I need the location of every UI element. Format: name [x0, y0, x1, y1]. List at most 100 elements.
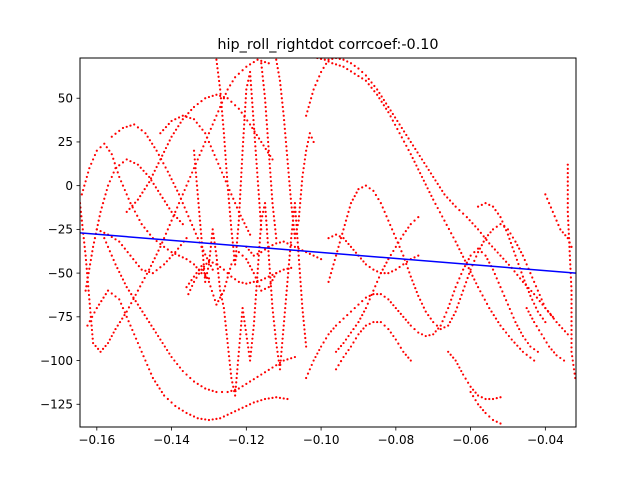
scatter-point: [462, 212, 465, 215]
scatter-point: [463, 265, 467, 268]
scatter-point: [136, 163, 140, 166]
scatter-point: [399, 346, 402, 349]
scatter-point: [283, 315, 286, 318]
scatter-point: [469, 268, 472, 271]
scatter-point: [451, 294, 454, 297]
scatter-point: [251, 126, 254, 130]
scatter-point: [145, 317, 149, 320]
scatter-point: [254, 149, 257, 152]
scatter-point: [485, 302, 489, 305]
scatter-point: [332, 263, 335, 266]
scatter-point: [400, 126, 403, 130]
scatter-point: [84, 254, 87, 257]
scatter-point: [523, 258, 526, 262]
scatter-point: [232, 250, 235, 253]
scatter-point: [497, 281, 500, 284]
scatter-point: [221, 302, 225, 305]
scatter-point: [171, 254, 174, 257]
scatter-point: [273, 324, 276, 327]
scatter-point: [409, 324, 412, 327]
scatter-point: [110, 292, 113, 295]
scatter-point: [298, 206, 301, 209]
scatter-point: [251, 110, 254, 113]
scatter-point: [130, 292, 133, 296]
scatter-point: [215, 62, 219, 66]
scatter-point: [310, 136, 313, 139]
scatter-point: [268, 267, 271, 270]
scatter-point: [116, 324, 119, 327]
scatter-point: [572, 368, 576, 371]
scatter-point: [189, 288, 192, 292]
scatter-point: [351, 198, 354, 201]
scatter-point: [280, 350, 283, 353]
scatter-point: [275, 58, 278, 61]
scatter-point: [282, 359, 285, 362]
scatter-point: [242, 127, 246, 130]
scatter-point: [120, 244, 124, 247]
scatter-point: [264, 147, 267, 151]
scatter-point: [451, 202, 454, 205]
scatter-point: [368, 298, 371, 301]
scatter-point: [136, 214, 139, 217]
scatter-point: [265, 219, 268, 222]
scatter-point: [286, 242, 289, 245]
scatter-point: [329, 330, 333, 333]
scatter-point: [370, 81, 373, 84]
scatter-point: [106, 245, 110, 248]
scatter-point: [443, 219, 446, 222]
scatter-point: [376, 292, 379, 296]
scatter-point: [194, 171, 197, 174]
scatter-point: [129, 124, 132, 127]
scatter-point: [264, 101, 267, 104]
scatter-point: [250, 251, 253, 254]
scatter-point: [298, 210, 301, 213]
scatter-point: [361, 299, 364, 303]
scatter-point: [550, 348, 553, 351]
scatter-point: [452, 356, 455, 359]
scatter-point: [211, 149, 214, 152]
scatter-point: [170, 178, 173, 181]
scatter-point: [566, 167, 569, 170]
scatter-point: [420, 175, 424, 179]
scatter-point: [192, 263, 196, 266]
scatter-point: [342, 228, 345, 231]
scatter-point: [201, 245, 204, 248]
scatter-point: [423, 161, 426, 165]
scatter-point: [91, 341, 95, 345]
scatter-point: [84, 258, 88, 262]
scatter-point: [245, 382, 248, 385]
scatter-point: [215, 158, 218, 161]
scatter-point: [334, 254, 338, 257]
scatter-point: [567, 219, 570, 222]
scatter-point: [230, 389, 233, 392]
scatter-point: [269, 171, 272, 174]
scatter-point: [271, 366, 274, 369]
scatter-point: [277, 71, 280, 74]
scatter-point: [181, 114, 184, 117]
scatter-point: [434, 202, 437, 205]
scatter-point: [276, 350, 279, 353]
scatter-point: [428, 190, 431, 194]
scatter-point: [219, 97, 223, 100]
scatter-point: [234, 278, 237, 281]
scatter-point: [219, 296, 222, 299]
scatter-point: [338, 241, 341, 244]
scatter-point: [207, 280, 211, 283]
scatter-point: [160, 157, 163, 161]
scatter-point: [183, 188, 186, 192]
scatter-point: [239, 328, 242, 332]
scatter-point: [364, 296, 368, 299]
scatter-point: [476, 403, 480, 406]
scatter-point: [110, 175, 113, 179]
scatter-point: [305, 145, 309, 148]
scatter-point: [450, 232, 453, 235]
scatter-point: [357, 303, 360, 306]
scatter-point: [307, 136, 311, 139]
scatter-point: [209, 145, 212, 148]
scatter-point: [376, 320, 379, 324]
scatter-point: [275, 396, 278, 399]
scatter-point: [245, 333, 248, 336]
scatter-point: [234, 385, 237, 388]
scatter-point: [239, 184, 242, 187]
scatter-point: [258, 285, 261, 288]
